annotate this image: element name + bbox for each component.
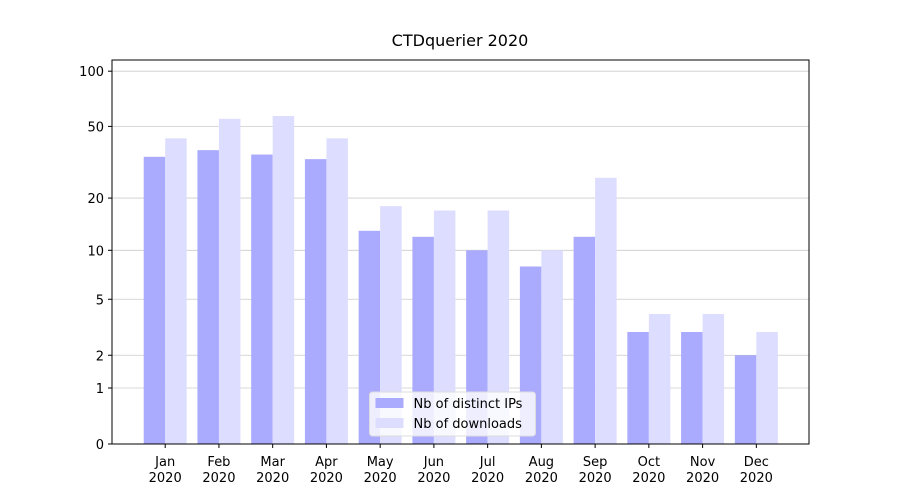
bar (251, 154, 273, 444)
x-tick-label: Apr 2020 (310, 455, 343, 486)
bar (197, 150, 219, 444)
y-tick-label: 1 (96, 382, 104, 397)
chart-title: CTDquerier 2020 (392, 31, 529, 50)
x-tick-label: Mar 2020 (256, 455, 289, 486)
x-tick-label: Jan 2020 (149, 455, 182, 486)
x-tick-label: Dec 2020 (740, 455, 773, 486)
bar (165, 138, 187, 444)
y-tick-label: 20 (87, 192, 104, 207)
x-tick-label: Feb 2020 (202, 455, 235, 486)
x-tick-label: Aug 2020 (525, 455, 558, 486)
bar (541, 250, 563, 444)
plot-frame (111, 59, 810, 445)
bar (358, 230, 381, 444)
legend: Nb of distinct IPs Nb of downloads (369, 391, 536, 437)
legend-box (369, 391, 536, 437)
bar (681, 332, 703, 444)
x-tick-label: Nov 2020 (686, 455, 719, 486)
bar (627, 332, 649, 444)
legend-label: Nb of distinct IPs (414, 397, 523, 412)
bar (433, 210, 456, 444)
legend-swatch (375, 398, 404, 408)
bar (648, 313, 671, 444)
x-tick-label: Sep 2020 (579, 455, 612, 486)
bar (734, 355, 757, 444)
y-tick-label: 10 (87, 244, 104, 259)
y-tick-label: 2 (96, 349, 104, 364)
bar (218, 118, 241, 444)
bar (326, 138, 348, 444)
x-tick-label: Jun 2020 (417, 455, 450, 486)
bar (304, 159, 327, 444)
bar (143, 156, 166, 444)
x-tick-label: Oct 2020 (632, 455, 665, 486)
bar (573, 236, 596, 444)
legend-swatch (375, 418, 404, 428)
bar (272, 115, 295, 444)
y-tick-label: 50 (87, 120, 104, 135)
x-tick-label: Jul 2020 (471, 455, 504, 486)
bar (702, 313, 725, 444)
legend-label: Nb of downloads (414, 417, 523, 432)
y-tick-label: 100 (79, 65, 104, 80)
y-tick-label: 5 (96, 293, 104, 308)
x-tick-label: May 2020 (364, 455, 397, 486)
bar (595, 177, 617, 444)
bar (487, 210, 510, 444)
bar (756, 332, 778, 444)
bar (380, 206, 402, 444)
y-tick-label: 0 (96, 438, 104, 453)
